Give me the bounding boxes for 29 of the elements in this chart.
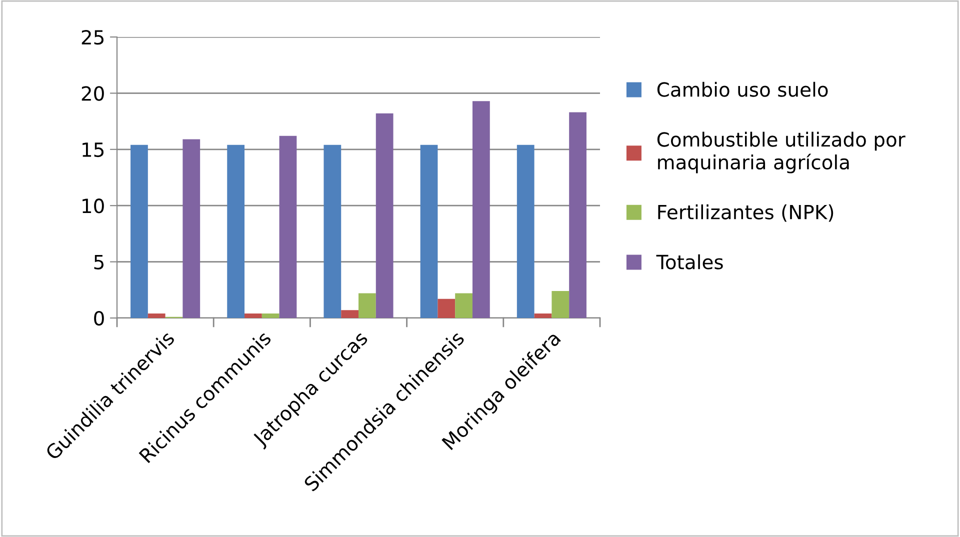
bar xyxy=(376,113,394,318)
bar xyxy=(472,101,490,318)
y-tick-label: 20 xyxy=(82,86,104,101)
bar xyxy=(420,144,438,318)
legend-label: Fertilizantes (NPK) xyxy=(658,204,834,222)
bar xyxy=(244,314,262,318)
legend-label: Totales xyxy=(656,254,723,270)
bar xyxy=(262,314,280,318)
bar xyxy=(569,112,586,318)
y-tick-label: 10 xyxy=(82,198,104,214)
bar xyxy=(324,144,342,318)
bar xyxy=(341,310,358,318)
y-tick-label: 5 xyxy=(94,255,104,270)
bar xyxy=(455,293,472,318)
bar xyxy=(552,291,570,318)
bar xyxy=(148,314,166,318)
y-tick-label: 0 xyxy=(94,310,104,326)
bar xyxy=(227,144,245,318)
bar xyxy=(516,144,534,318)
bar xyxy=(182,139,200,318)
bar xyxy=(279,136,297,318)
y-tick-label: 25 xyxy=(82,30,104,45)
bar xyxy=(358,293,376,318)
bar xyxy=(438,298,456,318)
bar xyxy=(534,314,552,318)
y-tick-label: 15 xyxy=(82,142,104,158)
bar xyxy=(130,144,148,318)
legend-label: Cambio uso suelo xyxy=(657,82,828,97)
legend-label: Combustible utilizado por maquinaria agrícola xyxy=(657,132,906,174)
